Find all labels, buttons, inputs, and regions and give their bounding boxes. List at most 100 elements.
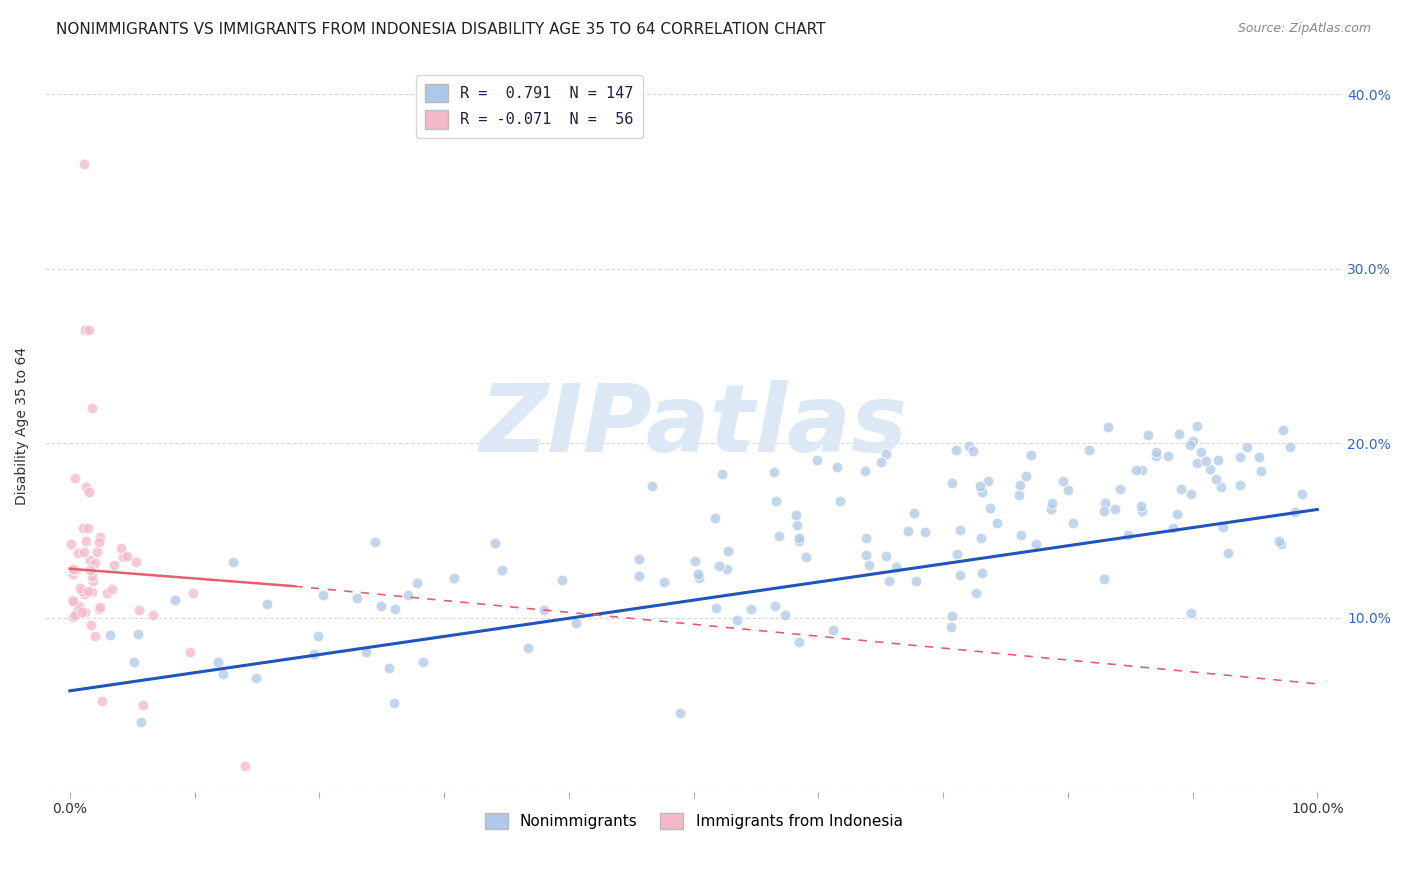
- Point: [1268, 533, 1291, 548]
- Point: [222, 555, 245, 569]
- Point: [1270, 537, 1292, 551]
- Point: [762, 465, 785, 479]
- Point: [875, 549, 897, 563]
- Point: [1250, 464, 1272, 478]
- Point: [346, 591, 368, 605]
- Text: NONIMMIGRANTS VS IMMIGRANTS FROM INDONESIA DISABILITY AGE 35 TO 64 CORRELATION C: NONIMMIGRANTS VS IMMIGRANTS FROM INDONES…: [56, 22, 825, 37]
- Point: [1236, 440, 1258, 454]
- Point: [962, 443, 984, 458]
- Point: [110, 541, 132, 555]
- Point: [806, 452, 828, 467]
- Point: [707, 558, 730, 573]
- Point: [969, 479, 991, 493]
- Point: [970, 532, 993, 546]
- Point: [396, 588, 419, 602]
- Point: [1094, 496, 1116, 510]
- Point: [787, 531, 810, 545]
- Point: [354, 645, 377, 659]
- Point: [775, 608, 797, 623]
- Point: [75, 480, 97, 494]
- Point: [827, 460, 849, 475]
- Point: [103, 558, 125, 572]
- Point: [884, 560, 907, 574]
- Point: [75, 605, 97, 619]
- Point: [1144, 450, 1167, 464]
- Point: [1205, 472, 1227, 486]
- Point: [941, 608, 963, 623]
- Point: [740, 602, 762, 616]
- Point: [855, 548, 877, 562]
- Point: [517, 641, 540, 656]
- Point: [986, 516, 1008, 530]
- Point: [62, 562, 84, 576]
- Point: [652, 574, 675, 589]
- Point: [65, 608, 87, 623]
- Point: [1144, 445, 1167, 459]
- Point: [1025, 537, 1047, 551]
- Point: [1212, 520, 1234, 534]
- Point: [641, 479, 664, 493]
- Point: [1189, 444, 1212, 458]
- Point: [853, 464, 876, 478]
- Point: [858, 558, 880, 572]
- Point: [1199, 462, 1222, 476]
- Point: [377, 661, 399, 675]
- Point: [72, 521, 94, 535]
- Point: [77, 323, 100, 337]
- Point: [1181, 434, 1204, 448]
- Y-axis label: Disability Age 35 to 64: Disability Age 35 to 64: [15, 347, 30, 505]
- Point: [127, 626, 149, 640]
- Point: [84, 556, 107, 570]
- Point: [870, 455, 893, 469]
- Point: [370, 599, 392, 613]
- Point: [725, 613, 748, 627]
- Point: [785, 508, 807, 522]
- Point: [1129, 499, 1152, 513]
- Point: [67, 599, 90, 614]
- Point: [669, 706, 692, 720]
- Point: [1125, 463, 1147, 477]
- Point: [1097, 419, 1119, 434]
- Point: [1229, 478, 1251, 492]
- Point: [1229, 450, 1251, 464]
- Point: [132, 698, 155, 712]
- Point: [101, 582, 124, 596]
- Point: [89, 599, 111, 614]
- Point: [72, 605, 94, 619]
- Point: [98, 628, 121, 642]
- Point: [384, 602, 406, 616]
- Point: [533, 603, 555, 617]
- Point: [82, 568, 104, 582]
- Point: [914, 524, 936, 539]
- Point: [1130, 463, 1153, 477]
- Point: [1008, 488, 1031, 502]
- Point: [233, 759, 256, 773]
- Point: [1157, 449, 1180, 463]
- Point: [786, 518, 808, 533]
- Point: [1040, 496, 1063, 510]
- Point: [979, 501, 1001, 516]
- Point: [1161, 521, 1184, 535]
- Point: [443, 571, 465, 585]
- Point: [75, 533, 97, 548]
- Point: [1180, 438, 1202, 452]
- Point: [949, 523, 972, 537]
- Point: [1056, 483, 1078, 497]
- Point: [80, 585, 103, 599]
- Point: [96, 586, 118, 600]
- Point: [787, 534, 810, 549]
- Point: [163, 592, 186, 607]
- Point: [80, 617, 103, 632]
- Point: [1209, 480, 1232, 494]
- Point: [972, 484, 994, 499]
- Point: [70, 583, 93, 598]
- Point: [1284, 506, 1306, 520]
- Point: [87, 602, 110, 616]
- Point: [941, 619, 963, 633]
- Point: [1291, 487, 1313, 501]
- Point: [73, 587, 96, 601]
- Point: [1180, 606, 1202, 620]
- Point: [60, 536, 83, 550]
- Point: [302, 647, 325, 661]
- Point: [484, 536, 506, 550]
